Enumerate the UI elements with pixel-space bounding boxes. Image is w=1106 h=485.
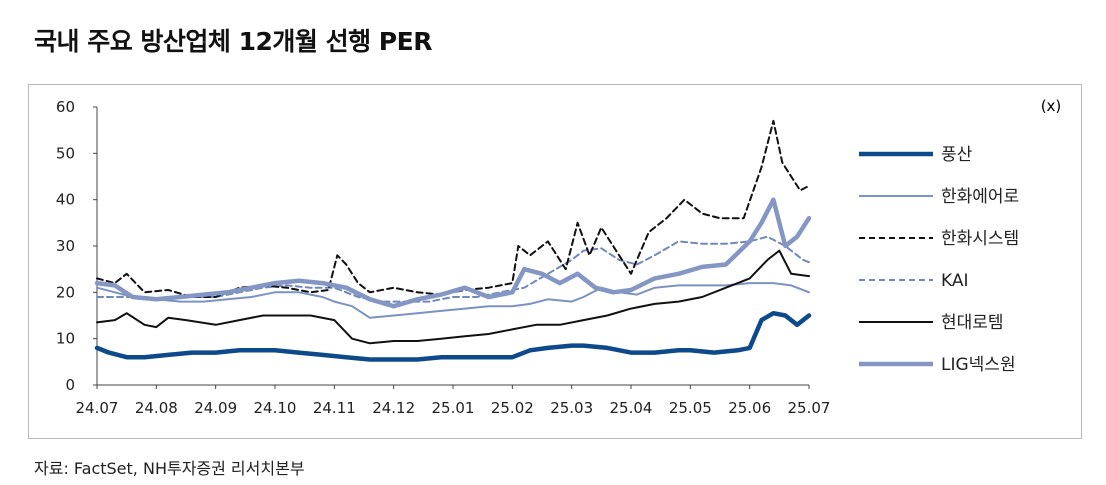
legend-label: 한화에어로	[941, 187, 1019, 207]
y-tick-label: 0	[65, 376, 75, 394]
legend-label: 풍산	[941, 145, 973, 165]
x-tick-label: 24.10	[254, 399, 297, 417]
source-note: 자료: FactSet, NH투자증권 리서치본부	[34, 459, 305, 478]
series-line-0	[94, 310, 812, 362]
unit-label: (x)	[1041, 97, 1062, 115]
series-line-5	[94, 197, 812, 309]
y-tick-label: 40	[56, 191, 75, 209]
series-line-2	[96, 119, 810, 298]
x-tick-label: 25.03	[550, 399, 593, 417]
series-line-4	[96, 249, 810, 345]
x-tick-label: 25.05	[669, 399, 712, 417]
y-tick-label: 50	[56, 144, 75, 162]
x-tick-label: 25.04	[610, 399, 653, 417]
series-layer	[94, 119, 812, 362]
x-tick-label: 25.01	[432, 399, 475, 417]
chart-frame: 0 10 20 30 40 50 60 24.07 24.08 24.09 24.10 24.11 2…	[28, 84, 1082, 439]
y-tick-label: 10	[56, 330, 75, 348]
legend-label: 현대로템	[941, 313, 1004, 333]
legend-label: KAI	[941, 271, 969, 291]
x-tick-label: 24.08	[135, 399, 178, 417]
x-tick-label: 25.06	[728, 399, 771, 417]
y-axis: 0 10 20 30 40 50 60	[56, 98, 98, 394]
x-tick-label: 24.11	[313, 399, 356, 417]
series-line-1	[96, 282, 810, 319]
x-tick-label: 25.07	[788, 399, 831, 417]
x-tick-label: 25.02	[491, 399, 534, 417]
x-tick-label: 24.12	[372, 399, 415, 417]
y-tick-label: 30	[56, 237, 75, 255]
x-axis: 24.07 24.08 24.09 24.10 24.11 24.12 25.01 25.02…	[76, 384, 831, 417]
legend-label: 한화시스템	[941, 229, 1019, 249]
x-tick-label: 24.07	[76, 399, 119, 417]
legend-label: LIG넥스원	[941, 355, 1016, 375]
y-tick-label: 60	[56, 98, 75, 116]
x-tick-label: 24.09	[194, 399, 237, 417]
page-title: 국내 주요 방산업체 12개월 선행 PER	[34, 27, 432, 56]
y-tick-label: 20	[56, 283, 75, 301]
